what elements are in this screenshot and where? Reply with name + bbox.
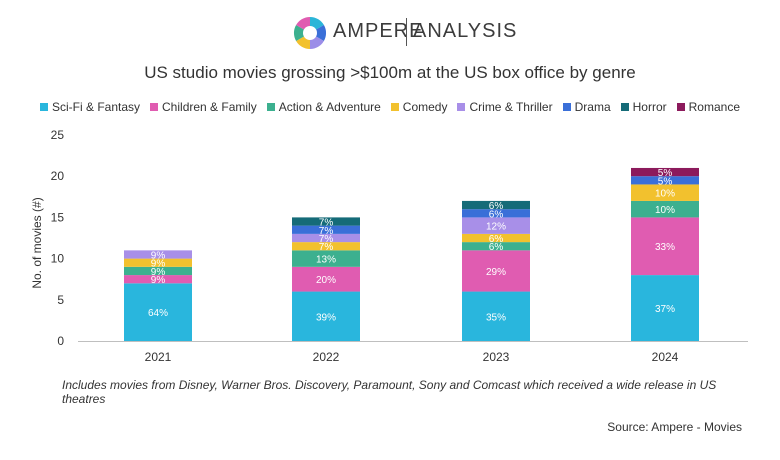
- data-label: 6%: [489, 209, 504, 220]
- bar-segment: [631, 217, 699, 276]
- logo-suffix-text: ANALYSIS: [413, 20, 518, 42]
- y-axis-label: No. of movies (#): [30, 197, 44, 288]
- data-label: 10%: [655, 205, 675, 216]
- bar-segment: [292, 266, 360, 292]
- data-label: 7%: [319, 242, 334, 253]
- logo-divider: [406, 18, 407, 46]
- legend-label: Horror: [632, 100, 667, 114]
- legend-swatch: [39, 103, 48, 111]
- bar-segment: [462, 200, 530, 210]
- legend-swatch: [562, 103, 571, 111]
- data-label: 9%: [151, 259, 166, 270]
- y-tick-label: 25: [51, 128, 65, 142]
- y-tick-label: 20: [51, 169, 65, 183]
- bar-segment: [631, 176, 699, 185]
- legend-label: Action & Adventure: [278, 100, 381, 114]
- bar-segment: [631, 275, 699, 341]
- bar-segment: [292, 291, 360, 341]
- data-label: 29%: [486, 267, 506, 278]
- bar-segment: [631, 167, 699, 177]
- y-tick-label: 10: [51, 252, 65, 266]
- bar-segment: [292, 242, 360, 251]
- chart-title: US studio movies grossing >$100m at the …: [144, 63, 636, 82]
- legend-swatch: [390, 103, 399, 111]
- data-label: 5%: [658, 176, 673, 187]
- bar-segment: [631, 200, 699, 218]
- data-label: 9%: [151, 267, 166, 278]
- legend-swatch: [457, 103, 466, 111]
- legend-label: Children & Family: [162, 100, 257, 114]
- data-label: 6%: [489, 234, 504, 245]
- bar-segment: [124, 258, 192, 267]
- x-tick-label: 2024: [652, 350, 679, 364]
- data-label: 33%: [655, 242, 675, 253]
- data-label: 13%: [316, 255, 336, 266]
- data-label: 7%: [319, 234, 334, 245]
- data-label: 7%: [319, 218, 334, 229]
- legend-label: Drama: [574, 100, 611, 114]
- legend-item: Children & Family: [150, 100, 257, 114]
- legend-item: Action & Adventure: [266, 100, 381, 114]
- bar-segment: [462, 233, 530, 243]
- data-label: 35%: [486, 312, 506, 323]
- y-tick-label: 0: [57, 334, 64, 348]
- bar-segment: [124, 250, 192, 259]
- bar-segment: [462, 209, 530, 218]
- legend-item: Crime & Thriller: [457, 100, 553, 114]
- data-label: 10%: [655, 189, 675, 200]
- legend-item: Romance: [676, 100, 740, 114]
- bar-segment: [124, 283, 192, 341]
- data-label: 9%: [151, 275, 166, 286]
- data-label: 12%: [486, 222, 506, 233]
- data-label: 64%: [148, 308, 168, 319]
- ampere-logo: AMPERE ANALYSIS: [0, 16, 780, 50]
- legend-label: Sci-Fi & Fantasy: [51, 100, 141, 114]
- data-label: 9%: [151, 250, 166, 261]
- legend-label: Crime & Thriller: [469, 100, 553, 114]
- y-tick-label: 15: [51, 210, 65, 224]
- y-tick-label: 5: [57, 293, 64, 307]
- data-label: 6%: [489, 201, 504, 212]
- bar-segment: [292, 250, 360, 267]
- bar-segment: [292, 217, 360, 226]
- bar-segment: [124, 266, 192, 276]
- legend-label: Romance: [688, 100, 740, 114]
- chart-footnote: Includes movies from Disney, Warner Bros…: [62, 378, 717, 406]
- data-label: 20%: [316, 275, 336, 286]
- logo-brand-text: AMPERE: [333, 20, 424, 42]
- bar-segment: [462, 217, 530, 234]
- bar-segment: [462, 250, 530, 292]
- bar-segment: [631, 184, 699, 201]
- bar-segment: [462, 291, 530, 341]
- legend-label: Comedy: [402, 100, 448, 114]
- legend-swatch: [676, 103, 685, 111]
- bar-segment: [462, 242, 530, 251]
- stacked-bar-chart: No. of movies (#)051015202564%9%9%9%9%20…: [30, 128, 748, 364]
- ampere-logo-icon: [293, 16, 327, 50]
- legend-item: Drama: [562, 100, 611, 114]
- legend-item: Horror: [620, 100, 667, 114]
- data-label: 7%: [319, 226, 334, 237]
- legend-item: Comedy: [390, 100, 448, 114]
- data-label: 6%: [489, 242, 504, 253]
- data-label: 37%: [655, 304, 675, 315]
- x-tick-label: 2021: [145, 350, 172, 364]
- data-label: 39%: [316, 312, 336, 323]
- bar-segment: [292, 225, 360, 234]
- legend-swatch: [266, 103, 275, 111]
- data-label: 5%: [658, 168, 673, 179]
- bar-segment: [292, 233, 360, 243]
- bar-segment: [124, 275, 192, 284]
- legend-swatch: [150, 103, 159, 111]
- legend-swatch: [620, 103, 629, 111]
- chart-source: Source: Ampere - Movies: [607, 420, 742, 434]
- chart-legend: Sci-Fi & Fantasy Children & Family Action …: [0, 100, 780, 114]
- x-tick-label: 2022: [313, 350, 340, 364]
- x-tick-label: 2023: [483, 350, 510, 364]
- legend-item: Sci-Fi & Fantasy: [39, 100, 141, 114]
